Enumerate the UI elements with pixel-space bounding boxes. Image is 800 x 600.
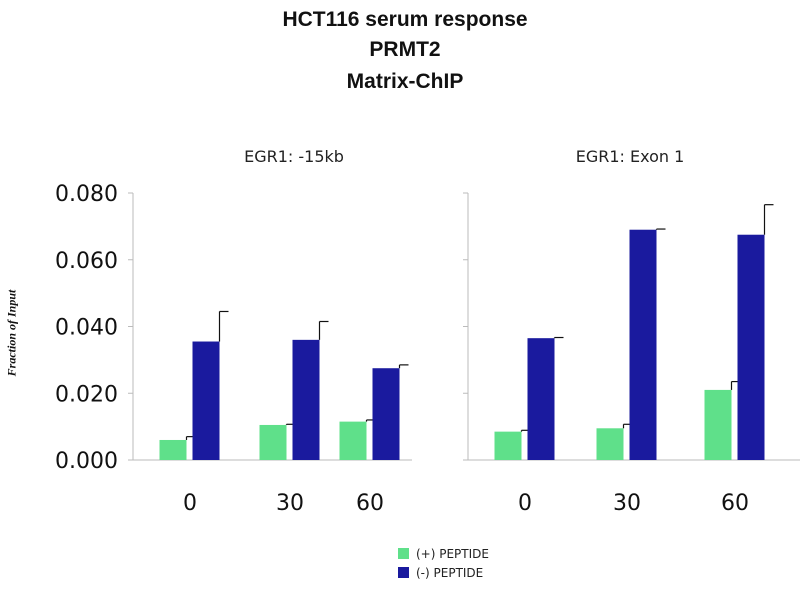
- bar-2-minus-60: [737, 234, 765, 460]
- panel-title-left: EGR1: -15kb: [244, 147, 344, 166]
- bar-1-plus-60: [339, 421, 367, 460]
- legend-swatch-minus: [398, 567, 409, 578]
- x-tick-label-2-0: 0: [518, 491, 532, 516]
- x-tick-label-1-30: 30: [276, 491, 304, 516]
- legend: (+) PEPTIDE (-) PEPTIDE: [398, 544, 489, 582]
- x-tick-label-2-60: 60: [721, 491, 749, 516]
- y-tick-label-3: 0.060: [55, 249, 118, 274]
- bar-2-plus-60: [704, 389, 732, 460]
- legend-label-plus: (+) PEPTIDE: [416, 546, 489, 561]
- legend-label-minus: (-) PEPTIDE: [416, 565, 484, 580]
- x-tick-label-2-30: 30: [613, 491, 641, 516]
- bar-1-plus-0: [159, 439, 187, 460]
- legend-swatch-plus: [398, 548, 409, 559]
- bar-2-minus-0: [527, 338, 555, 460]
- x-tick-label-1-60: 60: [356, 491, 384, 516]
- y-tick-label-2: 0.040: [55, 316, 118, 341]
- title-line-1: HCT116 serum response: [282, 8, 528, 31]
- legend-item-minus: (-) PEPTIDE: [398, 563, 489, 582]
- y-tick-label-0: 0.000: [55, 449, 118, 474]
- bar-1-plus-30: [259, 424, 287, 460]
- bar-2-minus-30: [629, 229, 657, 460]
- bar-1-minus-60: [372, 368, 400, 460]
- y-tick-label-4: 0.080: [55, 182, 118, 207]
- bar-2-plus-0: [494, 431, 522, 460]
- bar-2-plus-30: [596, 428, 624, 460]
- title-line-3: Matrix-ChIP: [346, 70, 464, 93]
- bar-1-minus-0: [192, 341, 220, 460]
- panel-title-right: EGR1: Exon 1: [575, 147, 685, 166]
- bar-1-minus-30: [292, 339, 320, 460]
- title-line-2: PRMT2: [369, 38, 441, 61]
- legend-item-plus: (+) PEPTIDE: [398, 544, 489, 563]
- x-tick-label-1-0: 0: [183, 491, 197, 516]
- y-tick-label-1: 0.020: [55, 382, 118, 407]
